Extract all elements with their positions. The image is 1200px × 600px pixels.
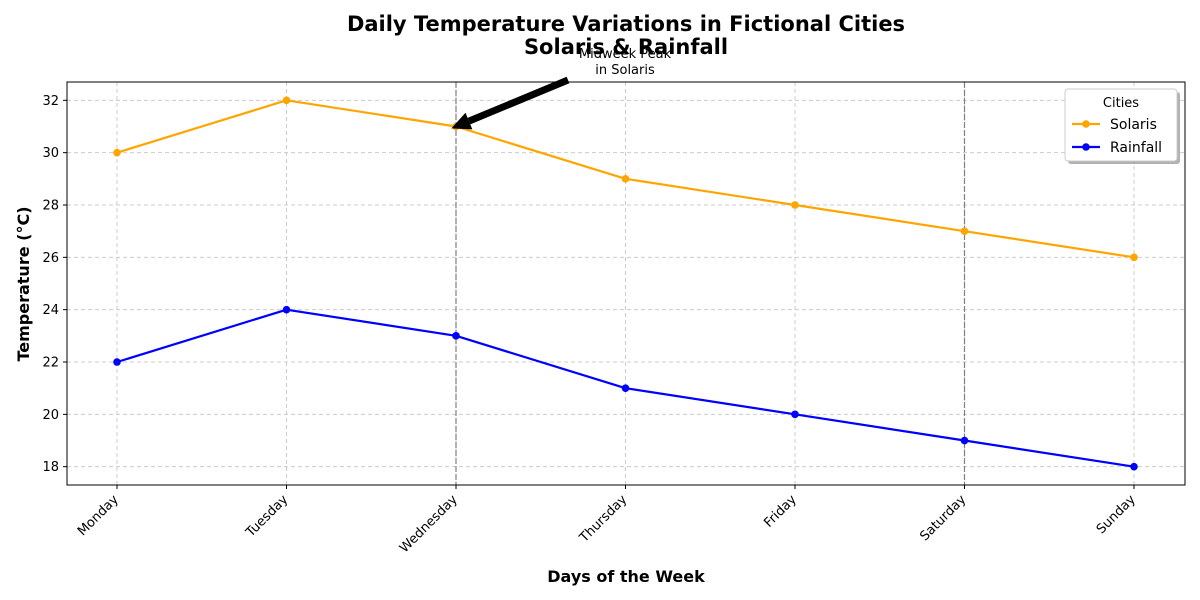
legend-items: Solaris Rainfall — [1072, 117, 1162, 156]
data-point-rainfall — [960, 436, 969, 445]
x-axis-label: Days of the Week — [547, 567, 705, 586]
y-tick-label: 30 — [42, 146, 59, 161]
annotation-text-line-1: Midweek Peak — [579, 47, 672, 62]
chart-title-line-1: Daily Temperature Variations in Fictiona… — [347, 12, 905, 36]
y-axis-label: Temperature (°C) — [14, 206, 33, 361]
y-tick-label: 20 — [42, 408, 59, 423]
data-point-solaris — [1130, 253, 1138, 262]
data-point-rainfall — [791, 410, 799, 419]
y-tick-label: 22 — [42, 356, 59, 371]
legend-label-rainfall: Rainfall — [1110, 140, 1162, 156]
chart-title-line-2: Solaris & Rainfall — [524, 35, 728, 59]
annotation-arrow-head — [451, 112, 473, 130]
data-point-rainfall — [282, 305, 291, 314]
y-tick-label: 24 — [42, 303, 59, 318]
data-point-solaris — [791, 201, 799, 209]
annotation-text-line-2: in Solaris — [595, 63, 655, 78]
y-tick-label: 32 — [42, 94, 59, 109]
data-point-solaris — [621, 175, 630, 183]
y-axis-ticks: 18 20 22 24 26 28 30 32 — [42, 94, 67, 475]
legend-label-solaris: Solaris — [1110, 117, 1157, 133]
data-point-solaris — [282, 96, 291, 105]
data-point-rainfall — [452, 332, 460, 340]
data-point-rainfall — [1130, 462, 1138, 471]
legend-box — [1064, 88, 1178, 162]
data-point-solaris — [113, 148, 121, 157]
annotation: Midweek Peak in Solaris — [451, 47, 672, 130]
legend-marker-rainfall — [1082, 143, 1090, 151]
legend-title: Cities — [1103, 96, 1139, 111]
reference-lines — [455, 82, 966, 485]
legend: Cities Solaris Rainfall — [1064, 88, 1180, 164]
legend-marker-solaris — [1082, 120, 1090, 128]
y-tick-label: 26 — [42, 251, 59, 266]
y-tick-label: 18 — [42, 460, 59, 475]
annotation-arrow-shaft — [467, 76, 570, 125]
data-point-rainfall — [621, 384, 630, 392]
grid — [67, 82, 1185, 485]
data-point-solaris — [960, 227, 969, 235]
data-point-rainfall — [113, 358, 121, 366]
y-tick-label: 28 — [42, 198, 59, 213]
